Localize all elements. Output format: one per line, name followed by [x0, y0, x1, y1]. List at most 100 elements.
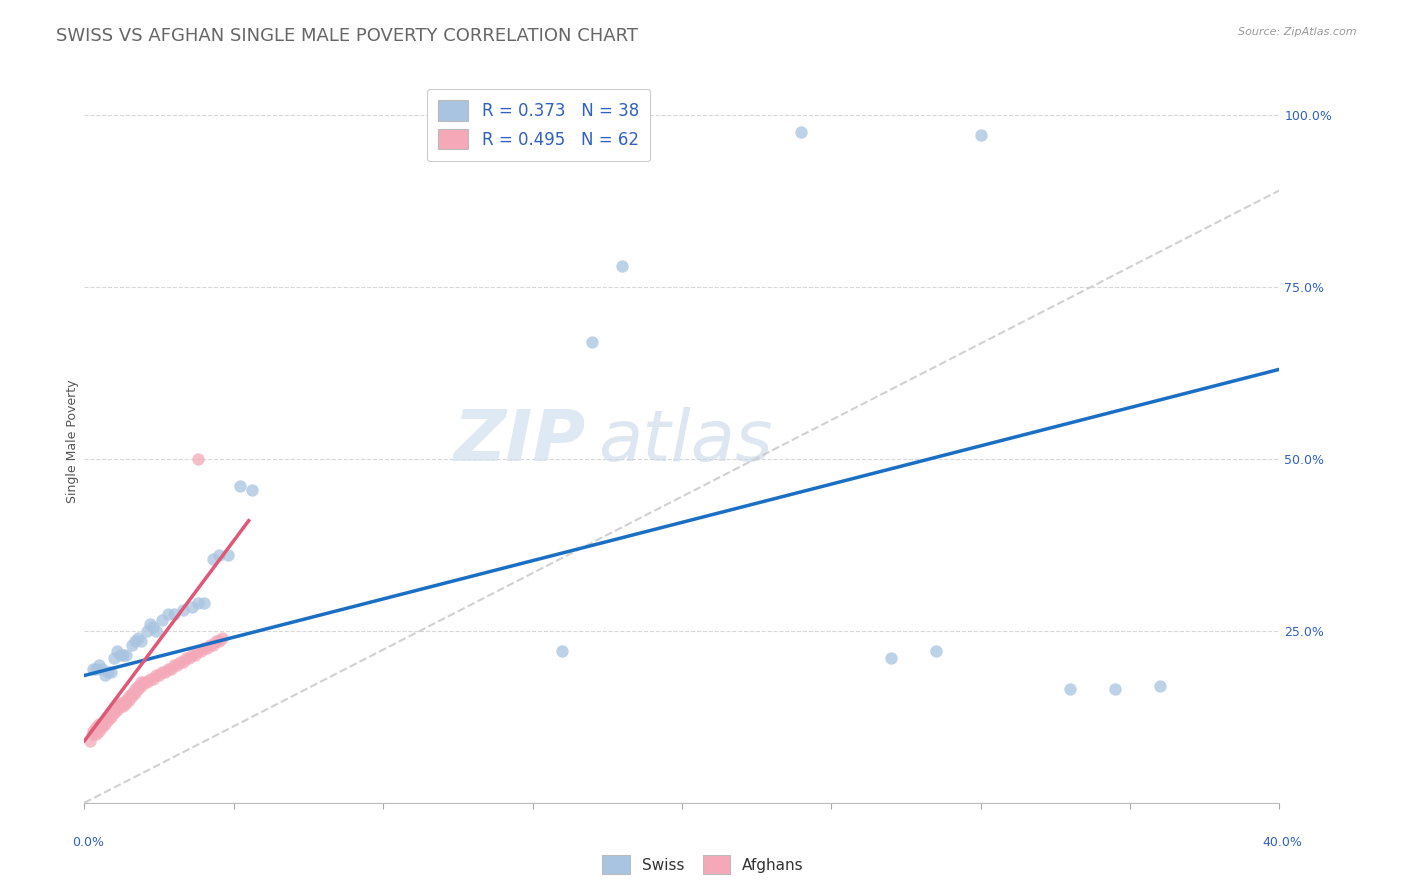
Point: [124, 686, 146, 700]
Point: [880, 651, 903, 665]
Point: [112, 648, 135, 662]
Point: [110, 696, 132, 710]
Text: 0.0%: 0.0%: [73, 837, 104, 849]
Point: [193, 640, 215, 655]
Point: [132, 675, 156, 690]
Point: [187, 644, 209, 658]
Point: [208, 548, 231, 562]
Point: [150, 614, 173, 628]
Point: [121, 638, 143, 652]
Point: [181, 599, 204, 614]
Point: [145, 624, 167, 638]
Point: [110, 699, 132, 714]
Point: [163, 658, 186, 673]
Point: [187, 451, 209, 466]
Point: [112, 699, 135, 714]
Point: [174, 651, 197, 665]
Text: ZIP: ZIP: [454, 407, 586, 476]
Point: [97, 665, 120, 679]
Point: [228, 479, 252, 493]
Point: [177, 651, 200, 665]
Point: [97, 710, 120, 724]
Text: Source: ZipAtlas.com: Source: ZipAtlas.com: [1239, 27, 1357, 37]
Legend: R = 0.373   N = 38, R = 0.495   N = 62: R = 0.373 N = 38, R = 0.495 N = 62: [426, 88, 651, 161]
Point: [94, 716, 117, 731]
Point: [86, 720, 108, 734]
Point: [136, 675, 159, 690]
Point: [115, 648, 138, 662]
Point: [1149, 679, 1171, 693]
Point: [103, 703, 125, 717]
Point: [89, 658, 111, 673]
Point: [205, 634, 228, 648]
Point: [150, 665, 173, 679]
Point: [148, 668, 170, 682]
Point: [970, 128, 993, 143]
Point: [193, 596, 215, 610]
Point: [169, 655, 191, 669]
Point: [187, 596, 209, 610]
Point: [157, 607, 180, 621]
Point: [790, 125, 813, 139]
Point: [82, 662, 104, 676]
Point: [91, 720, 114, 734]
Point: [166, 658, 188, 673]
Point: [208, 634, 231, 648]
Point: [118, 689, 141, 703]
Point: [145, 668, 167, 682]
Point: [103, 706, 125, 721]
Point: [100, 710, 122, 724]
Point: [115, 692, 138, 706]
Point: [160, 662, 183, 676]
Point: [124, 682, 146, 697]
Point: [195, 640, 218, 655]
Point: [139, 672, 162, 686]
Point: [172, 655, 194, 669]
Point: [121, 686, 143, 700]
Point: [105, 644, 128, 658]
Point: [139, 616, 162, 631]
Point: [94, 713, 117, 727]
Point: [211, 631, 233, 645]
Point: [1059, 682, 1081, 697]
Point: [129, 675, 152, 690]
Point: [127, 682, 149, 697]
Point: [100, 665, 122, 679]
Point: [115, 696, 138, 710]
Point: [110, 648, 132, 662]
Point: [124, 634, 146, 648]
Point: [1104, 682, 1126, 697]
Point: [129, 634, 152, 648]
Point: [94, 668, 117, 682]
Y-axis label: Single Male Poverty: Single Male Poverty: [66, 380, 79, 503]
Point: [89, 716, 111, 731]
Point: [127, 679, 149, 693]
Point: [581, 334, 603, 349]
Point: [97, 713, 120, 727]
Point: [142, 620, 165, 634]
Point: [925, 644, 948, 658]
Point: [181, 648, 204, 662]
Point: [163, 607, 186, 621]
Point: [127, 631, 149, 645]
Point: [82, 723, 104, 738]
Point: [105, 703, 128, 717]
Text: SWISS VS AFGHAN SINGLE MALE POVERTY CORRELATION CHART: SWISS VS AFGHAN SINGLE MALE POVERTY CORR…: [56, 27, 638, 45]
Point: [157, 662, 180, 676]
Point: [201, 638, 224, 652]
Point: [118, 692, 141, 706]
Point: [172, 603, 194, 617]
Point: [129, 679, 152, 693]
Point: [190, 644, 212, 658]
Point: [103, 651, 125, 665]
Point: [82, 727, 104, 741]
Text: 40.0%: 40.0%: [1263, 837, 1302, 849]
Point: [240, 483, 263, 497]
Point: [184, 648, 207, 662]
Point: [136, 624, 159, 638]
Point: [100, 706, 122, 721]
Point: [551, 644, 574, 658]
Point: [86, 662, 108, 676]
Text: atlas: atlas: [599, 407, 773, 476]
Point: [217, 548, 239, 562]
